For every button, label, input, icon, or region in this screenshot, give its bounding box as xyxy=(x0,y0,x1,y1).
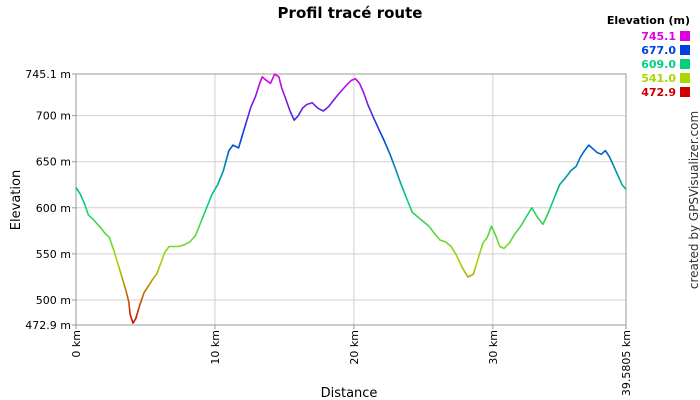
legend-value: 745.1 xyxy=(641,30,676,43)
plot-area xyxy=(75,73,627,326)
legend-swatch xyxy=(680,73,690,83)
x-tick-label: 0 km xyxy=(70,330,83,358)
y-tick-label: 472.9 m xyxy=(25,319,71,332)
x-axis: 0 km 10 km 20 km 30 km 39.5805 km xyxy=(70,325,633,396)
y-tick-label: 550 m xyxy=(36,248,71,261)
x-tick-label: 39.5805 km xyxy=(620,330,633,396)
legend-title: Elevation (m) xyxy=(607,14,690,27)
credit-text: created by GPSVisualizer.com xyxy=(687,111,700,289)
legend-swatch xyxy=(680,87,690,97)
y-tick-label: 700 m xyxy=(36,110,71,123)
y-axis-label: Elevation xyxy=(9,170,24,230)
x-axis-label: Distance xyxy=(321,386,378,400)
y-tick-label: 600 m xyxy=(36,202,71,215)
x-tick-label: 10 km xyxy=(209,330,222,365)
grid xyxy=(75,73,627,326)
elevation-line xyxy=(75,73,627,324)
legend-swatch xyxy=(680,59,690,69)
legend-value: 541.0 xyxy=(641,72,676,85)
y-tick-label: 745.1 m xyxy=(25,68,71,81)
y-tick-label: 650 m xyxy=(36,156,71,169)
legend-value: 677.0 xyxy=(641,44,676,57)
y-axis: 745.1 m 700 m 650 m 600 m 550 m 500 m 472.9 m xyxy=(25,68,76,332)
legend-value: 609.0 xyxy=(641,58,676,71)
y-tick-label: 500 m xyxy=(36,294,71,307)
x-tick-label: 20 km xyxy=(348,330,361,365)
x-tick-label: 30 km xyxy=(487,330,500,365)
legend-swatch xyxy=(680,45,690,55)
legend-value: 472.9 xyxy=(641,86,676,99)
chart-title: Profil tracé route xyxy=(278,4,423,22)
legend-swatch xyxy=(680,31,690,41)
